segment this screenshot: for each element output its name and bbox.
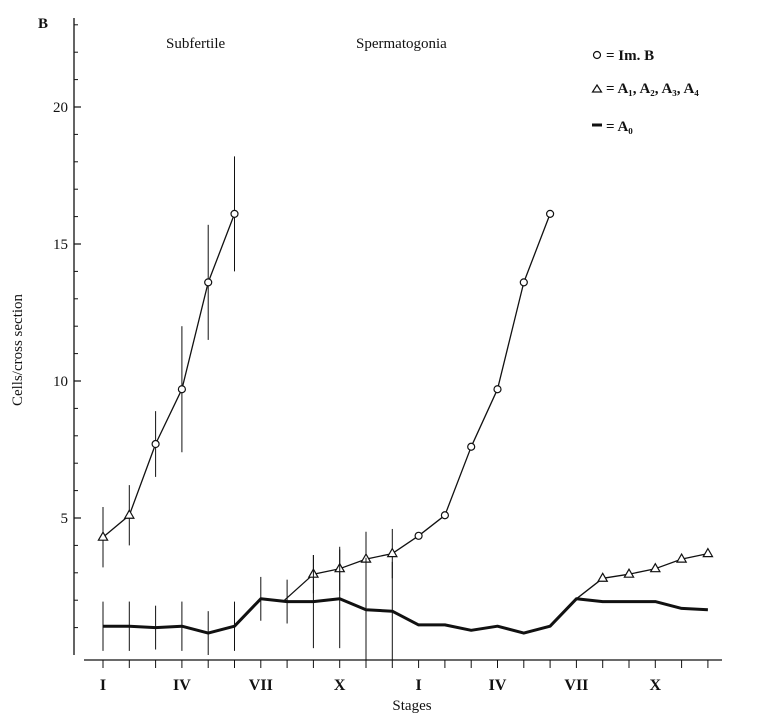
data-point-circle — [204, 278, 213, 287]
legend-entry-im-b: = Im. B — [606, 48, 654, 64]
title-right: Spermatogonia — [356, 36, 447, 52]
axes: 5 10 15 20 I IV VII X I IV VII X — [53, 18, 722, 694]
y-axis-label: Cells/cross section — [10, 293, 26, 406]
series-line-0 — [102, 213, 236, 538]
series-line-2 — [576, 552, 709, 600]
data-point-circle — [230, 209, 239, 218]
data-point-circle — [467, 442, 476, 451]
data-point-triangle — [675, 552, 688, 563]
x-tick-label: VII — [564, 677, 588, 694]
x-tick-label: X — [650, 677, 662, 694]
data-point-circle — [493, 385, 502, 394]
data-point-circle — [177, 385, 186, 394]
data-point-triangle — [386, 547, 398, 558]
x-tick-label: IV — [173, 677, 191, 694]
x-tick-label: I — [100, 677, 106, 694]
data-point-triangle — [97, 530, 109, 541]
x-tick-label: I — [415, 677, 421, 694]
y-tick-label: 20 — [53, 100, 68, 116]
data-point-triangle — [702, 547, 714, 558]
data-point-circle — [519, 278, 528, 287]
y-tick-label: 10 — [53, 374, 68, 390]
plot-area — [97, 156, 714, 662]
x-tick-label: VII — [249, 677, 273, 694]
series-line-1 — [284, 213, 551, 601]
legend-triangle-marker — [591, 83, 603, 93]
data-point-circle — [151, 439, 160, 449]
data-point-triangle — [597, 572, 609, 582]
data-point-circle — [440, 511, 449, 520]
data-point-triangle — [623, 567, 635, 578]
data-point-triangle — [649, 562, 661, 573]
x-tick-label: X — [334, 677, 346, 694]
panel-label: B — [38, 16, 48, 32]
legend-circle-marker — [592, 50, 602, 60]
title-left: Subfertile — [166, 36, 225, 52]
legend-entry-a1-a4: = A₁, A₂, A₃, A₄ — [606, 81, 699, 97]
legend-entry-a0: = A₀ — [606, 119, 633, 135]
series-a0-line — [103, 597, 708, 635]
y-tick-label: 15 — [53, 237, 68, 253]
y-tick-label: 5 — [61, 511, 69, 527]
data-point-circle — [545, 209, 555, 218]
data-point-circle — [414, 531, 423, 540]
data-point-triangle — [123, 509, 135, 519]
x-tick-label: IV — [489, 677, 507, 694]
legend: = Im. B = A₁, A₂, A₃, A₄ = A₀ — [591, 48, 699, 135]
x-axis-label: Stages — [392, 698, 431, 714]
